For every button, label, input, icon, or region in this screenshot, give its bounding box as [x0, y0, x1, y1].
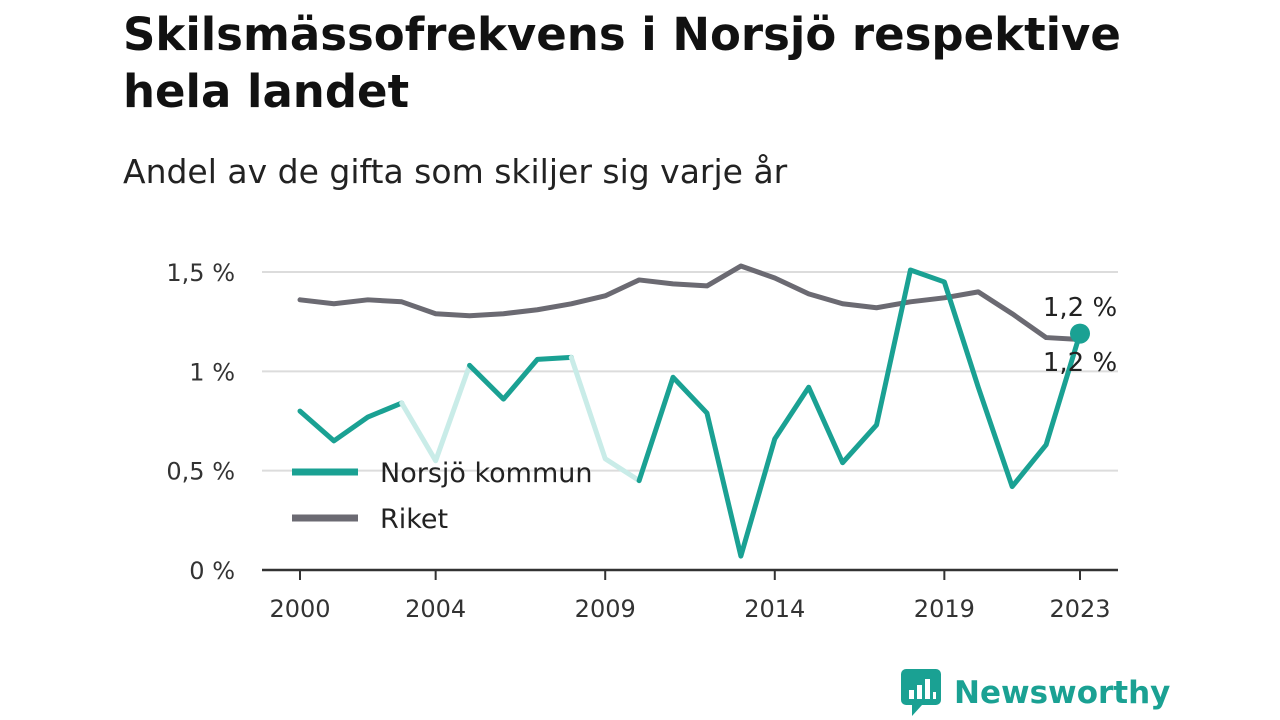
end-labels: 1,2 % 1,2 % — [1043, 293, 1117, 378]
newsworthy-logo: Newsworthy — [900, 668, 1170, 718]
chart-subtitle: Andel av de gifta som skiljer sig varje … — [123, 152, 788, 191]
series — [297, 263, 1090, 559]
x-tick-label: 2023 — [1049, 595, 1110, 623]
x-tick-label: 2009 — [575, 595, 636, 623]
y-tick-label: 0,5 % — [166, 458, 235, 486]
end-label-norsjo: 1,2 % — [1043, 348, 1117, 378]
legend: Norsjö kommun Riket — [292, 458, 593, 535]
legend-riket-label: Riket — [380, 504, 448, 535]
series-line-norsjo — [297, 400, 405, 444]
series-line-riket — [297, 263, 1083, 343]
x-tick-label: 2004 — [405, 595, 466, 623]
legend-norsjo-label: Norsjö kommun — [380, 458, 593, 489]
y-tick-label: 0 % — [189, 557, 235, 585]
x-tick-label: 2019 — [914, 595, 975, 623]
end-label-riket: 1,2 % — [1043, 293, 1117, 323]
newsworthy-logo-text: Newsworthy — [954, 675, 1171, 711]
series-line-norsjo — [399, 362, 473, 464]
x-tick-label: 2000 — [269, 595, 330, 623]
y-tick-label: 1,5 % — [166, 259, 235, 287]
series-line-norsjo — [467, 354, 574, 402]
newsworthy-logo-icon — [901, 669, 941, 716]
axes: 0 % 0,5 % 1 % 1,5 % 2000 2004 2009 2014 2019 2023 — [166, 259, 1118, 623]
series-end-point-norsjo — [1070, 323, 1090, 344]
x-tick-label: 2014 — [744, 595, 805, 623]
chart-title: Skilsmässofrekvens i Norsjö respektive h… — [123, 8, 1121, 118]
series-line-norsjo — [568, 354, 642, 484]
y-tick-label: 1 % — [189, 358, 235, 386]
series-line-norsjo — [636, 267, 1083, 559]
